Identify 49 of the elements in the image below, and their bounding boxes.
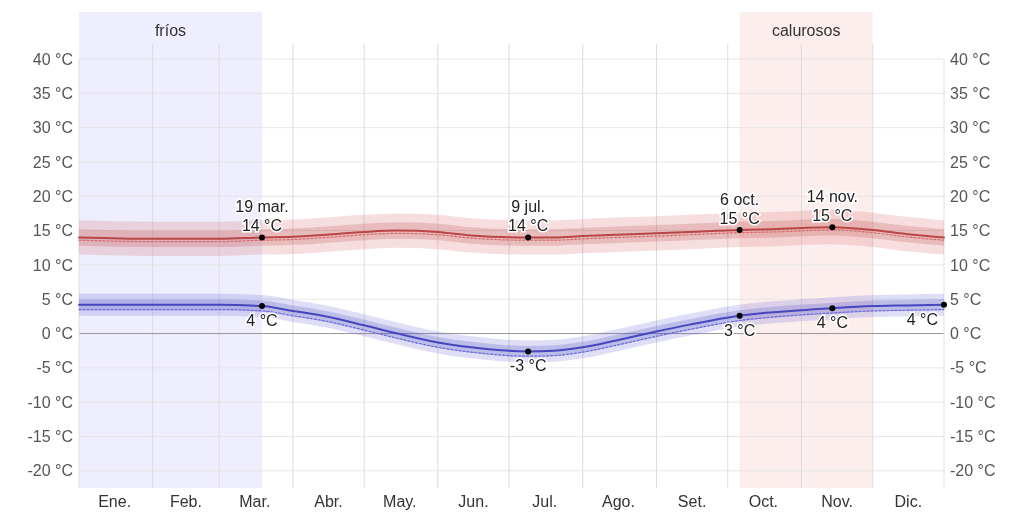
- y-tick-label: 30 °C: [32, 119, 73, 137]
- y-tick-label: 5 °C: [41, 290, 73, 308]
- x-tick-label: Ago.: [601, 493, 635, 510]
- annotation: 9 jul. 14 °C: [508, 198, 549, 235]
- x-tick-label: Jul.: [532, 493, 558, 510]
- y2-tick-label: 10 °C: [950, 256, 991, 274]
- x-tick-label: Feb.: [169, 493, 202, 510]
- x-tick-label: Mar.: [239, 493, 271, 510]
- y-tick-label: -15 °C: [27, 428, 73, 446]
- y-tick-label: -20 °C: [27, 462, 73, 480]
- y2-tick-label: 25 °C: [950, 153, 991, 171]
- y-tick-label: 15 °C: [32, 222, 73, 240]
- annotation: 6 oct. 15 °C: [719, 190, 760, 227]
- annotation: 19 mar. 14 °C: [235, 198, 289, 235]
- x-tick-label: Dic.: [894, 493, 923, 510]
- y-tick-label: 25 °C: [32, 153, 73, 171]
- annotation: 4 °C: [816, 314, 848, 332]
- x-tick-label: Jun.: [458, 493, 489, 510]
- y-tick-label: 10 °C: [32, 256, 73, 274]
- y2-tick-label: 35 °C: [950, 84, 991, 102]
- y2-tick-label: -20 °C: [950, 462, 996, 480]
- y-tick-label: 20 °C: [32, 187, 73, 205]
- annotation: -3 °C: [509, 357, 547, 375]
- x-tick-label: Ene.: [98, 493, 132, 510]
- x-tick-label: Abr.: [314, 493, 343, 510]
- y-tick-label: -10 °C: [27, 393, 73, 411]
- y-tick-label: 35 °C: [32, 84, 73, 102]
- y2-tick-label: 30 °C: [950, 119, 991, 137]
- band-label: calurosos: [771, 22, 841, 39]
- y2-tick-label: 0 °C: [950, 325, 982, 343]
- y2-tick-label: 20 °C: [950, 187, 991, 205]
- y-tick-label: 40 °C: [32, 50, 73, 68]
- annotation: 4 °C: [246, 312, 278, 330]
- x-tick-label: Nov.: [821, 493, 853, 510]
- y2-tick-label: 40 °C: [950, 50, 991, 68]
- y-tick-label: -5 °C: [36, 359, 73, 377]
- y-tick-label: 0 °C: [41, 325, 73, 343]
- y2-tick-label: -5 °C: [950, 359, 987, 377]
- y2-tick-label: 15 °C: [950, 222, 991, 240]
- annotation: 3 °C: [723, 321, 756, 339]
- x-tick-label: Oct.: [748, 493, 779, 510]
- annotation: 4 °C: [906, 310, 938, 328]
- x-tick-label: May.: [383, 493, 417, 510]
- annotation: 14 nov. 15 °C: [806, 188, 858, 225]
- band-label: fríos: [154, 22, 187, 39]
- x-tick-label: Set.: [677, 493, 707, 510]
- y2-tick-label: -15 °C: [950, 428, 996, 446]
- y2-tick-label: 5 °C: [950, 290, 982, 308]
- y2-tick-label: -10 °C: [950, 393, 996, 411]
